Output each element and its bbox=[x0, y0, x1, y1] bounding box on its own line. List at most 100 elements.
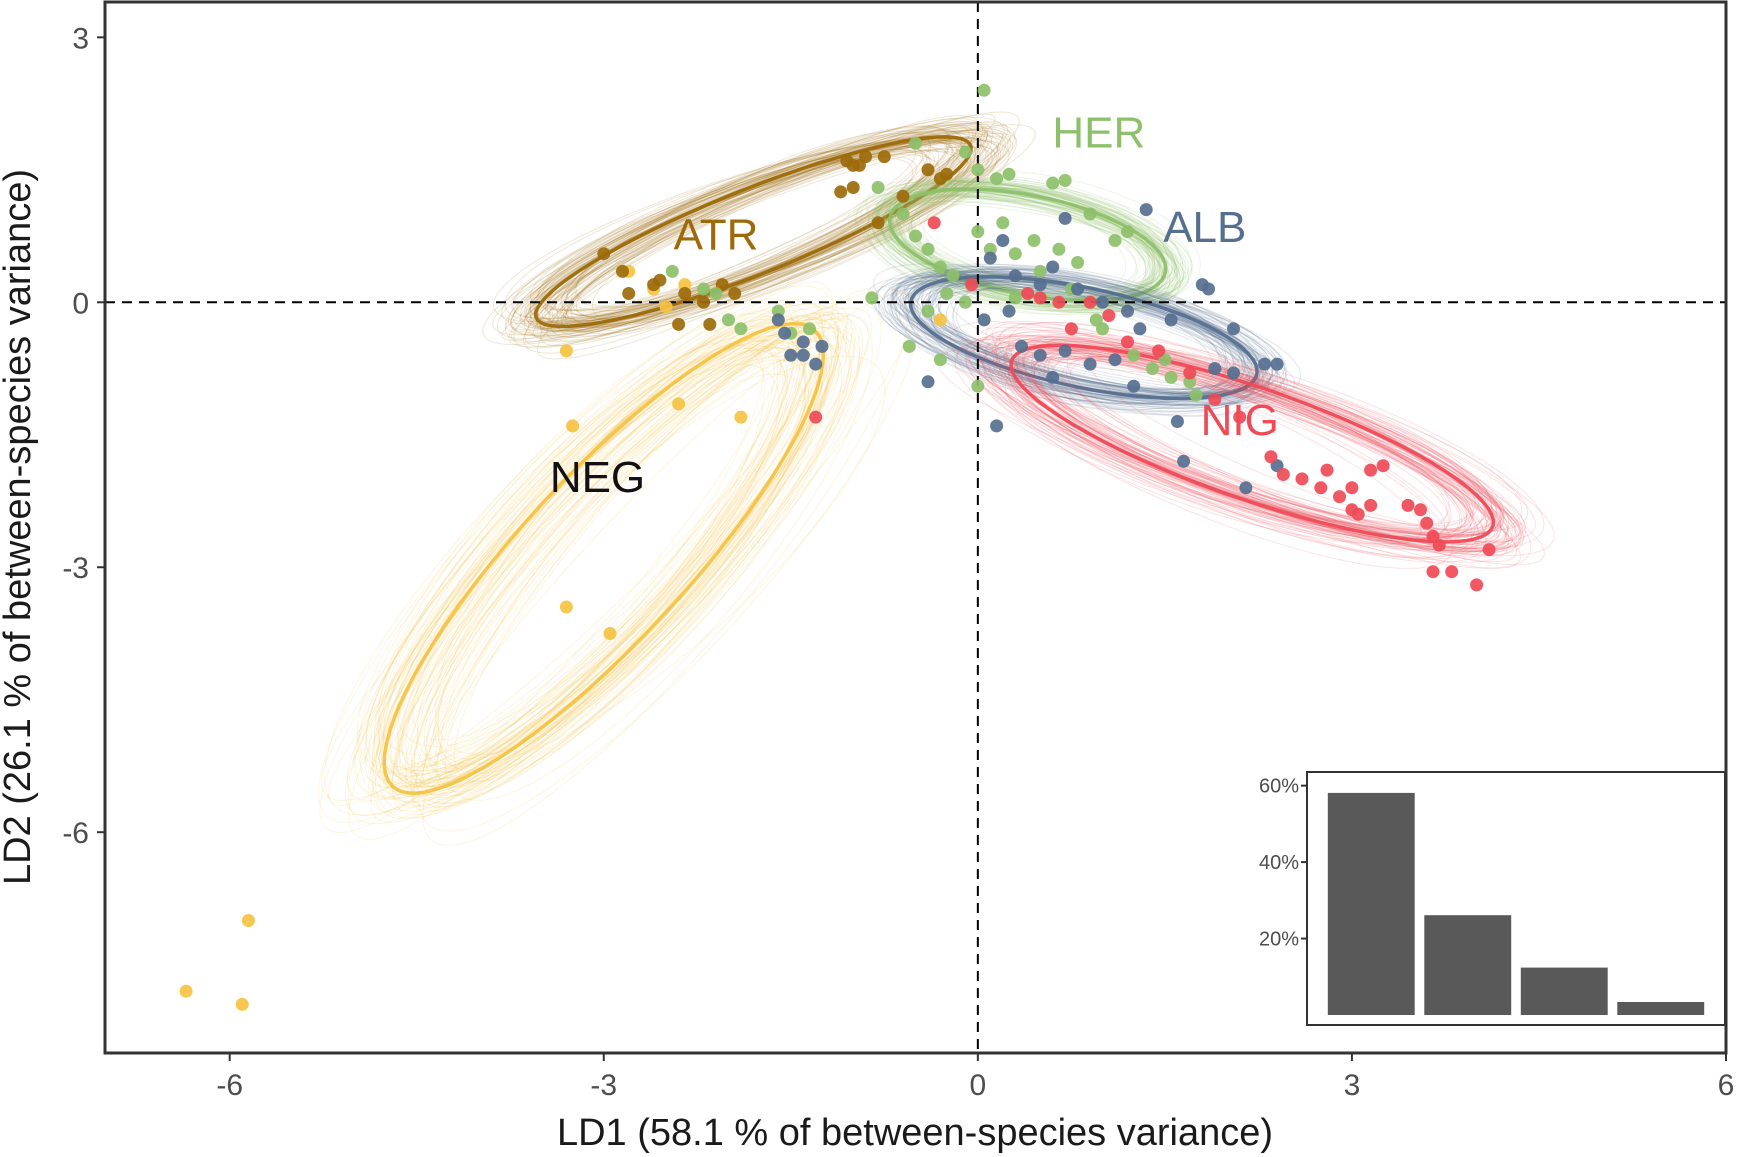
data-point-alb bbox=[1227, 322, 1240, 336]
bootstrap-ellipse-nig bbox=[1005, 338, 1487, 563]
bootstrap-ellipse-alb bbox=[912, 263, 1253, 403]
data-point-atr bbox=[622, 287, 636, 300]
data-point-her bbox=[902, 339, 916, 353]
data-point-her bbox=[1164, 370, 1178, 384]
bootstrap-ellipse-her bbox=[878, 183, 1171, 310]
bootstrap-ellipse-nig bbox=[977, 329, 1555, 557]
bootstrap-ellipse-nig bbox=[988, 341, 1467, 548]
data-point-alb bbox=[1170, 415, 1184, 428]
bootstrap-ellipse-atr bbox=[538, 138, 959, 333]
x-tick-label: 6 bbox=[1718, 1069, 1735, 1102]
data-point-neg bbox=[603, 627, 617, 640]
data-point-nig bbox=[1364, 498, 1378, 512]
data-point-her bbox=[990, 172, 1004, 186]
bootstrap-ellipse-nig bbox=[1004, 338, 1491, 540]
bootstrap-ellipse-her bbox=[882, 183, 1159, 312]
data-point-alb bbox=[1127, 379, 1141, 393]
mean-ellipse-neg bbox=[382, 321, 826, 795]
bootstrap-ellipse-nig bbox=[981, 338, 1479, 558]
data-point-alb bbox=[1164, 313, 1178, 327]
bootstrap-ellipse-alb bbox=[913, 268, 1273, 410]
bootstrap-ellipse-atr bbox=[510, 122, 1016, 337]
bootstrap-ellipse-alb bbox=[929, 268, 1227, 399]
data-point-nig bbox=[1351, 507, 1365, 521]
inset-y-tick-label: 60% bbox=[1259, 776, 1299, 798]
bootstrap-ellipse-neg bbox=[390, 318, 797, 785]
bootstrap-ellipse-nig bbox=[1044, 335, 1522, 553]
bootstrap-ellipse-her bbox=[873, 178, 1173, 312]
bootstrap-ellipse-atr bbox=[523, 126, 952, 339]
data-point-atr bbox=[597, 247, 611, 261]
group-label-her: HER bbox=[1052, 109, 1145, 158]
inset-bar-ld1 bbox=[1327, 792, 1415, 1015]
bootstrap-ellipse-alb bbox=[931, 265, 1258, 405]
bootstrap-ellipse-nig bbox=[995, 330, 1480, 560]
bootstrap-ellipse-her bbox=[876, 180, 1177, 306]
data-point-alb bbox=[1083, 357, 1097, 371]
bootstrap-ellipse-alb bbox=[890, 270, 1250, 400]
data-point-nig bbox=[1314, 481, 1328, 495]
bootstrap-ellipse-nig bbox=[1015, 342, 1502, 538]
bootstrap-ellipse-her bbox=[884, 174, 1184, 312]
bootstrap-ellipse-neg bbox=[423, 340, 775, 769]
bootstrap-ellipse-nig bbox=[985, 320, 1509, 549]
data-point-alb bbox=[1258, 357, 1272, 371]
data-point-nig bbox=[1033, 291, 1047, 305]
bootstrap-ellipse-nig bbox=[968, 344, 1500, 536]
bootstrap-ellipse-atr bbox=[560, 142, 940, 317]
bootstrap-ellipse-nig bbox=[978, 326, 1473, 559]
data-point-her bbox=[1127, 348, 1141, 362]
bootstrap-ellipse-her bbox=[905, 186, 1190, 296]
inset-bar-ld3 bbox=[1520, 967, 1608, 1015]
data-point-her bbox=[909, 136, 922, 150]
bootstrap-ellipse-nig bbox=[954, 334, 1510, 551]
bootstrap-ellipse-nig bbox=[991, 322, 1521, 569]
bootstrap-ellipse-alb bbox=[906, 273, 1268, 398]
bootstrap-ellipse-neg bbox=[437, 340, 807, 775]
data-point-her bbox=[709, 287, 723, 300]
data-point-her bbox=[1089, 313, 1103, 327]
data-point-alb bbox=[1033, 348, 1047, 362]
bootstrap-ellipse-alb bbox=[903, 274, 1302, 407]
data-point-neg bbox=[559, 600, 573, 614]
bootstrap-ellipse-her bbox=[872, 181, 1178, 313]
mean-ellipse-atr bbox=[534, 135, 973, 329]
bootstrap-ellipse-nig bbox=[1069, 359, 1487, 539]
data-point-nig bbox=[927, 216, 941, 230]
bootstrap-ellipse-alb bbox=[923, 268, 1227, 411]
data-point-nig bbox=[1482, 543, 1496, 557]
bootstrap-ellipse-neg bbox=[370, 315, 869, 823]
data-point-her bbox=[1052, 242, 1066, 256]
bootstrap-ellipse-neg bbox=[391, 318, 856, 808]
bootstrap-ellipse-neg bbox=[410, 326, 826, 789]
data-point-her bbox=[971, 225, 985, 239]
bootstrap-ellipse-nig bbox=[967, 342, 1525, 550]
data-point-nig bbox=[1052, 295, 1066, 309]
data-point-alb bbox=[1108, 353, 1122, 367]
bootstrap-ellipse-atr bbox=[540, 124, 974, 338]
group-label-neg: NEG bbox=[550, 453, 645, 502]
bootstrap-ellipse-atr bbox=[525, 132, 931, 328]
data-point-neg bbox=[566, 419, 580, 433]
bootstrap-ellipse-neg bbox=[429, 340, 840, 779]
bootstrap-ellipse-her bbox=[911, 188, 1179, 312]
reference-lines bbox=[105, 2, 1726, 1053]
bootstrap-ellipse-neg bbox=[415, 327, 852, 808]
data-point-alb bbox=[1046, 370, 1060, 384]
data-point-alb bbox=[990, 419, 1004, 433]
data-point-nig bbox=[1233, 410, 1247, 424]
bootstrap-ellipse-nig bbox=[985, 335, 1513, 555]
data-point-her bbox=[1058, 173, 1072, 187]
bootstrap-ellipse-alb bbox=[892, 280, 1256, 396]
bootstrap-ellipse-neg bbox=[416, 327, 833, 773]
data-point-alb bbox=[796, 348, 810, 362]
bootstrap-ellipse-nig bbox=[1041, 355, 1523, 536]
bootstrap-ellipse-her bbox=[854, 177, 1178, 316]
bootstrap-ellipse-neg bbox=[379, 304, 839, 798]
data-point-alb bbox=[1202, 282, 1215, 296]
bootstrap-ellipse-alb bbox=[899, 273, 1274, 407]
bootstrap-ellipse-neg bbox=[320, 307, 873, 802]
bootstrap-ellipse-her bbox=[866, 180, 1171, 313]
data-point-nig bbox=[1470, 578, 1484, 592]
bootstrap-ellipse-nig bbox=[982, 344, 1483, 536]
